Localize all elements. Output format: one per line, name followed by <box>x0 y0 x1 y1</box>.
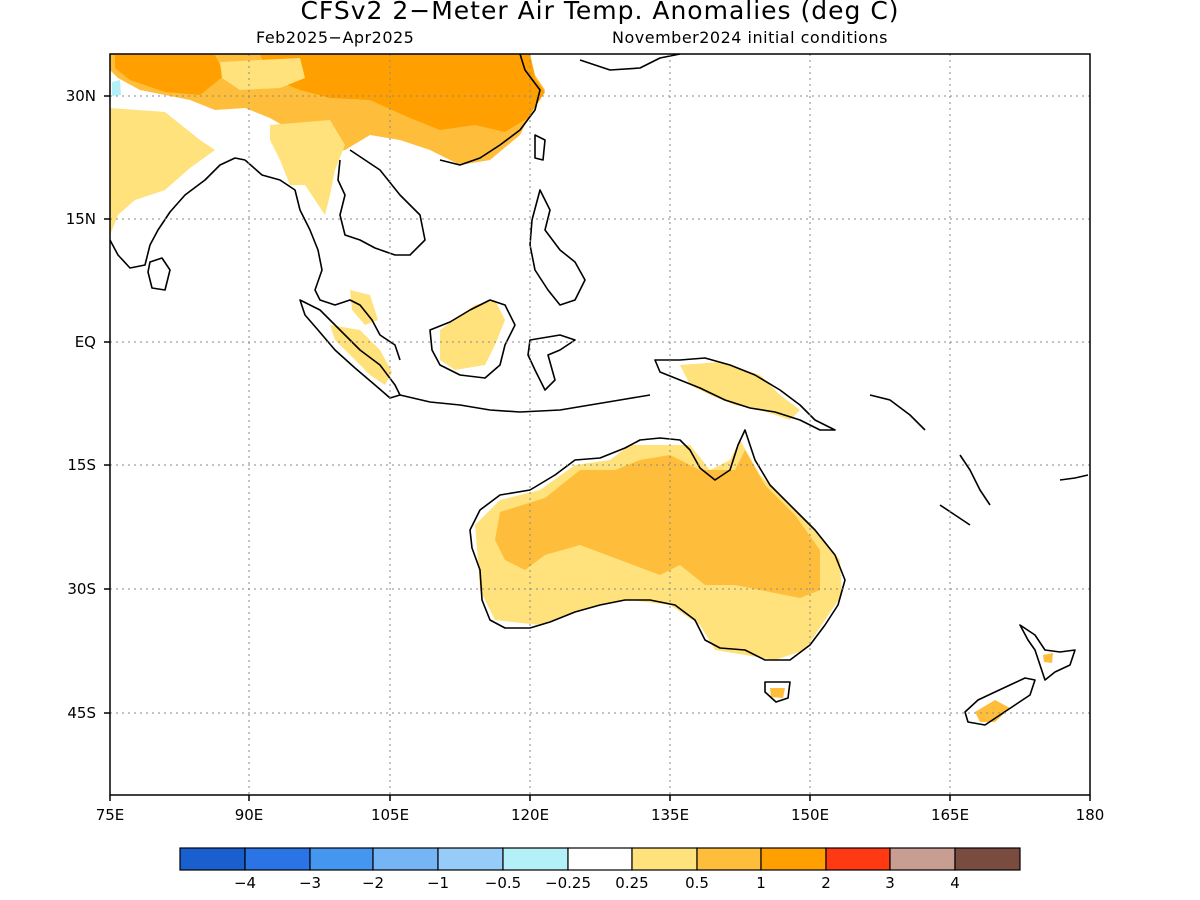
lat-label-30n: 30N <box>66 87 96 105</box>
lon-label-150e: 150E <box>791 806 829 824</box>
colorbar-swatch-6 <box>567 847 633 871</box>
coast-indochina <box>244 159 401 361</box>
coast-taiwan <box>534 134 546 161</box>
coast-japan <box>579 53 681 71</box>
coastlines <box>109 53 1089 726</box>
coast-australia <box>469 429 846 661</box>
lon-label-165e: 165E <box>931 806 969 824</box>
lon-labels: 75E 90E 105E 120E 135E 150E 165E 180 <box>96 806 1105 824</box>
lon-label-105e: 105E <box>371 806 409 824</box>
coast-vanuatu <box>959 454 991 506</box>
coast-china-east <box>439 53 541 166</box>
colorbar-label-8: 1 <box>756 874 766 892</box>
lat-label-45s: 45S <box>67 704 96 722</box>
lon-label-135e: 135E <box>651 806 689 824</box>
shading-china-core <box>260 54 545 132</box>
initial-conditions: November2024 initial conditions <box>612 28 888 47</box>
colorbar-label-7: 0.5 <box>685 874 709 892</box>
colorbar-swatch-9 <box>760 847 827 871</box>
lat-label-30s: 30S <box>67 580 96 598</box>
tick-marks <box>104 95 1091 801</box>
colorbar-swatch-11 <box>889 847 956 871</box>
colorbar-swatch-5 <box>502 847 569 871</box>
coast-nz-south <box>964 677 1036 726</box>
colorbar-swatch-0 <box>179 847 246 871</box>
colorbar-swatch-10 <box>825 847 891 871</box>
colorbar: −4 −3 −2 −1 −0.5 −0.25 0.25 0.5 1 2 3 4 <box>179 847 1021 892</box>
coast-borneo <box>429 299 516 379</box>
lon-label-75e: 75E <box>96 806 125 824</box>
coast-fiji <box>1059 474 1089 481</box>
coast-india <box>109 157 246 269</box>
coast-pacific-islands <box>869 394 926 431</box>
lat-label-eq: EQ <box>75 333 96 351</box>
coast-sumatra <box>299 299 401 399</box>
colorbar-swatch-3 <box>372 847 439 871</box>
colorbar-swatch-4 <box>437 847 504 871</box>
shading-australia-warm <box>495 450 820 598</box>
anomaly-shading <box>110 54 1053 722</box>
lat-label-15s: 15S <box>67 456 96 474</box>
colorbar-label-11: 4 <box>950 874 960 892</box>
coast-sulawesi <box>527 334 576 391</box>
shading-borneo <box>440 300 505 370</box>
coast-nz-north <box>1019 624 1076 681</box>
shading-nz-south <box>975 700 1010 722</box>
coast-philippines <box>529 189 586 306</box>
shading-india <box>110 108 215 235</box>
coast-vietnam <box>337 149 426 256</box>
lat-label-15n: 15N <box>66 210 96 228</box>
lon-label-120e: 120E <box>511 806 549 824</box>
forecast-period: Feb2025−Apr2025 <box>256 28 415 47</box>
lon-label-180: 180 <box>1076 806 1105 824</box>
colorbar-label-10: 3 <box>885 874 895 892</box>
map-title: CFSv2 2−Meter Air Temp. Anomalies (deg C… <box>300 0 900 25</box>
coast-sri-lanka <box>147 257 171 291</box>
colorbar-swatch-7 <box>631 847 698 871</box>
colorbar-swatch-8 <box>696 847 762 871</box>
colorbar-label-1: −3 <box>299 874 321 892</box>
map-frame <box>109 53 1091 796</box>
coast-new-guinea <box>654 357 836 431</box>
shading-small-blue <box>112 80 121 96</box>
shading-indochina <box>270 120 345 215</box>
coast-java <box>399 394 651 413</box>
colorbar-label-5: −0.25 <box>545 874 591 892</box>
coast-new-caledonia <box>939 504 971 526</box>
shading-tasmania <box>770 688 785 698</box>
colorbar-swatch-2 <box>309 847 374 871</box>
colorbar-label-2: −2 <box>362 874 384 892</box>
lat-labels: 30N 15N EQ 15S 30S 45S <box>66 87 96 722</box>
colorbar-swatch-12 <box>954 847 1021 871</box>
lon-label-90e: 90E <box>235 806 264 824</box>
colorbar-label-3: −1 <box>427 874 449 892</box>
colorbar-label-6: 0.25 <box>615 874 648 892</box>
shading-new-guinea <box>680 362 800 420</box>
coast-tasmania <box>764 681 791 703</box>
colorbar-label-9: 2 <box>821 874 831 892</box>
colorbar-swatch-1 <box>244 847 311 871</box>
shading-sumatra <box>330 325 392 385</box>
shading-nz-north <box>1043 653 1053 663</box>
shading-tibet-north <box>115 55 225 95</box>
colorbar-label-4: −0.5 <box>485 874 521 892</box>
shading-light-tibet <box>220 58 305 90</box>
shading-malay <box>350 290 378 325</box>
colorbar-label-0: −4 <box>234 874 256 892</box>
grid <box>110 54 1090 795</box>
